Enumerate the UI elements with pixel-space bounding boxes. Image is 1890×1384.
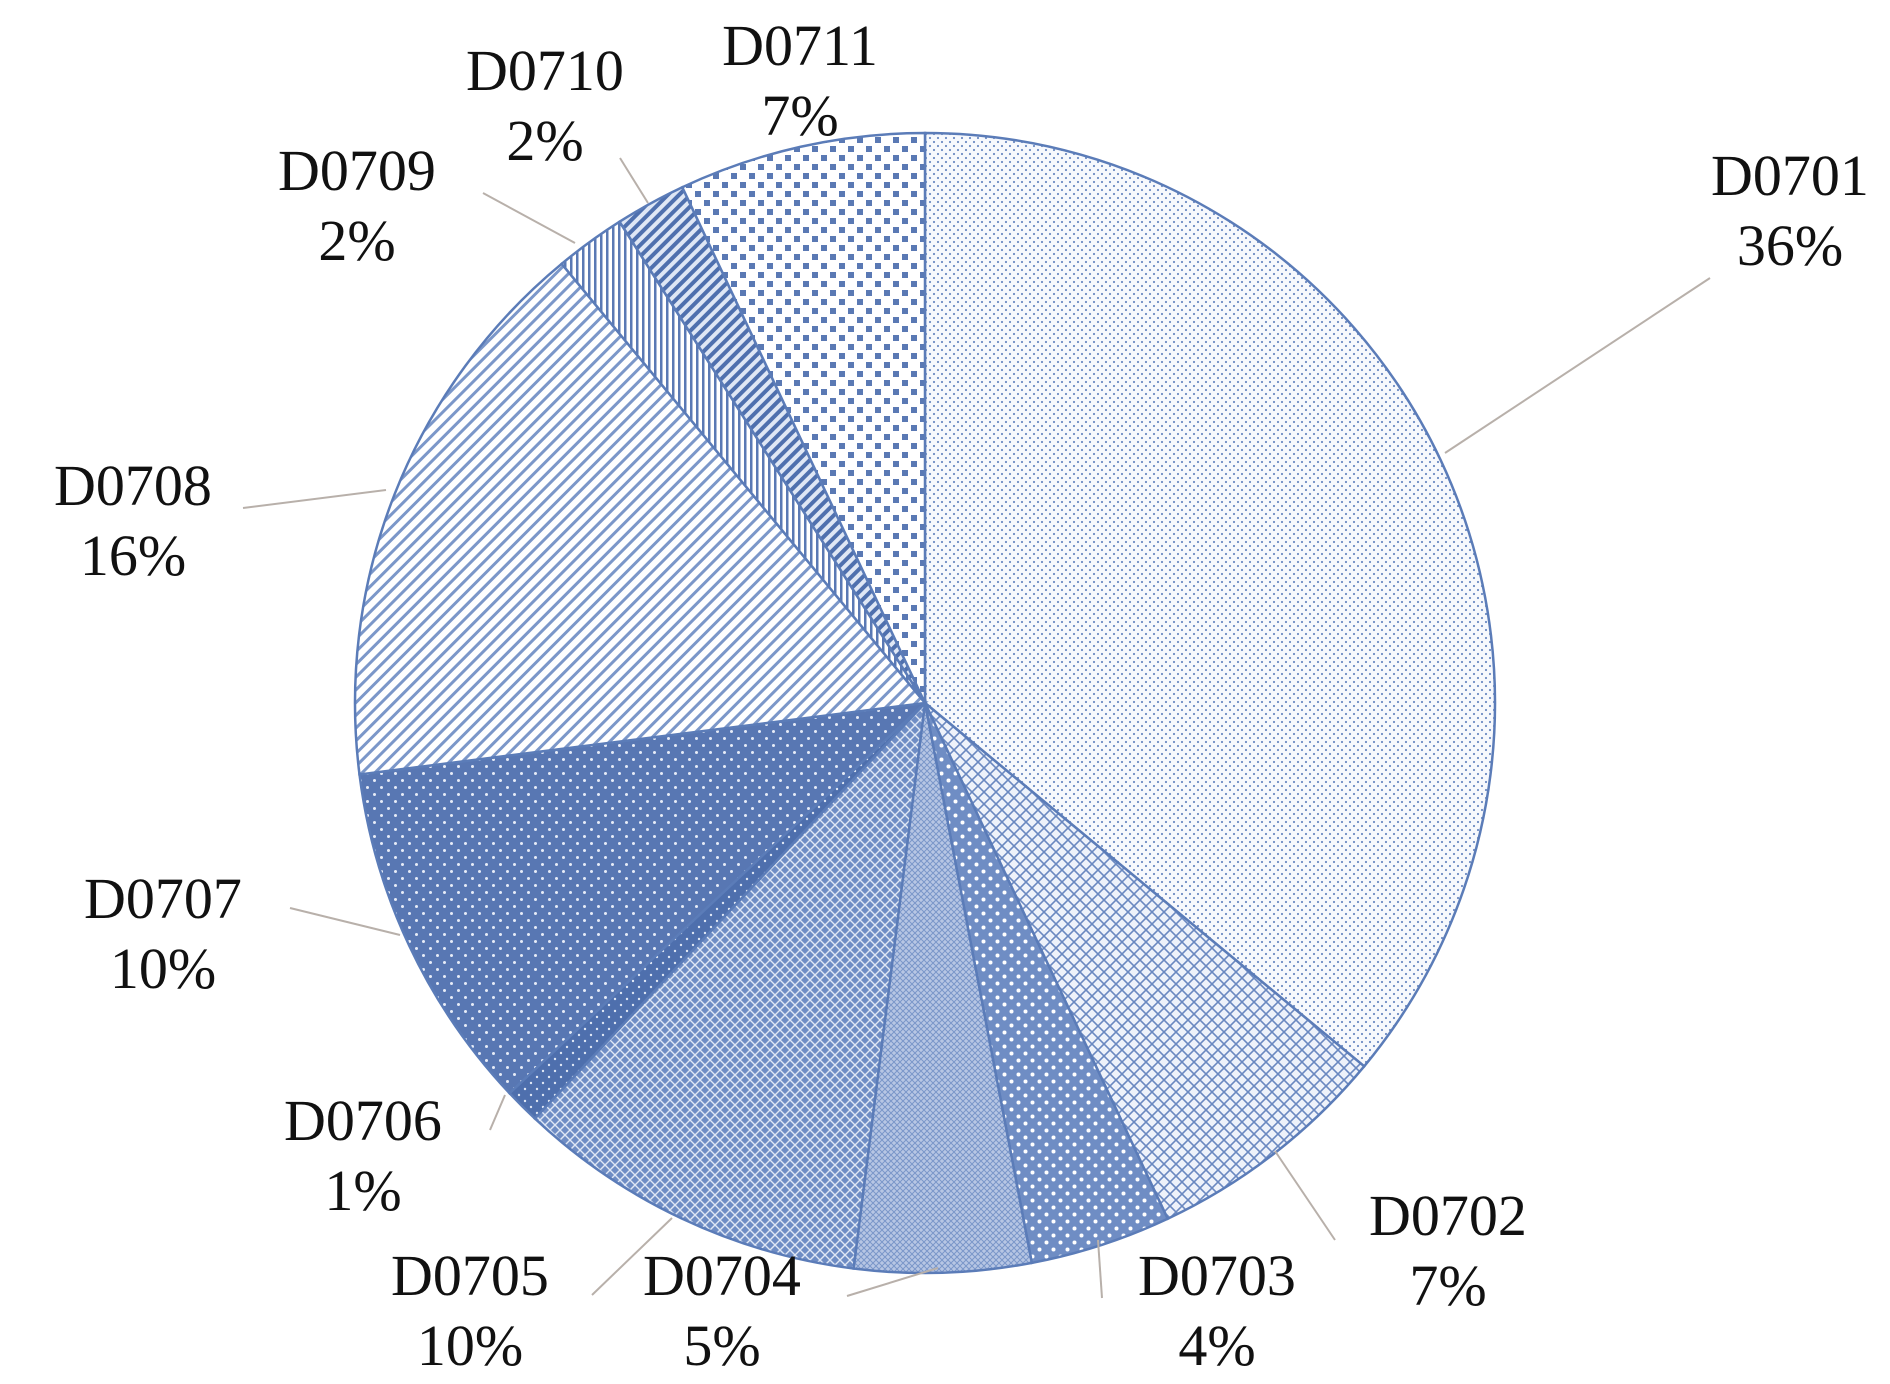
slice-label-d0709: D0709 xyxy=(278,138,436,203)
pie-slice-d0708 xyxy=(353,262,928,776)
pie-slice-d0707 xyxy=(358,701,929,1095)
slice-percent-d0709: 2% xyxy=(318,208,395,273)
leader-line-d0710 xyxy=(619,157,649,204)
slice-percent-d0703: 4% xyxy=(1178,1313,1255,1378)
slice-percent-d0704: 5% xyxy=(683,1313,760,1378)
slice-label-d0706: D0706 xyxy=(284,1088,442,1153)
leader-line-d0702 xyxy=(1274,1150,1336,1241)
slice-percent-d0707: 10% xyxy=(110,936,216,1001)
slice-percent-d0710: 2% xyxy=(506,108,583,173)
slice-label-d0701: D0701 xyxy=(1711,143,1869,208)
pie-slice-d0711 xyxy=(680,131,927,704)
slice-label-d0708: D0708 xyxy=(54,453,212,518)
pie-slice-d0705 xyxy=(533,699,927,1270)
slice-label-d0704: D0704 xyxy=(643,1243,801,1308)
leader-line-d0704 xyxy=(846,1267,939,1297)
pie-slice-d0702 xyxy=(923,702,1366,1221)
slice-label-d0711: D0711 xyxy=(722,13,878,78)
slice-label-d0707: D0707 xyxy=(84,866,242,931)
leader-line-d0706 xyxy=(489,1094,506,1131)
slice-percent-d0702: 7% xyxy=(1409,1253,1486,1318)
slice-label-d0710: D0710 xyxy=(466,38,624,103)
slice-label-d0705: D0705 xyxy=(391,1243,549,1308)
leader-line-d0703 xyxy=(1097,1239,1103,1299)
pie-slice-d0704 xyxy=(852,702,1034,1275)
leader-line-d0707 xyxy=(289,907,401,936)
slice-percent-d0706: 1% xyxy=(324,1158,401,1223)
leader-line-d0709 xyxy=(482,192,576,244)
leader-line-d0701 xyxy=(1444,277,1711,454)
slice-percent-d0701: 36% xyxy=(1737,213,1843,278)
leader-line-d0705 xyxy=(591,1217,673,1296)
leader-line-d0708 xyxy=(242,489,387,509)
slice-label-d0702: D0702 xyxy=(1369,1183,1527,1248)
pie-slice-d0701 xyxy=(923,131,1497,1069)
slice-percent-d0705: 10% xyxy=(417,1313,523,1378)
slice-label-d0703: D0703 xyxy=(1138,1243,1296,1308)
slice-percent-d0711: 7% xyxy=(761,83,838,148)
slice-percent-d0708: 16% xyxy=(80,523,186,588)
